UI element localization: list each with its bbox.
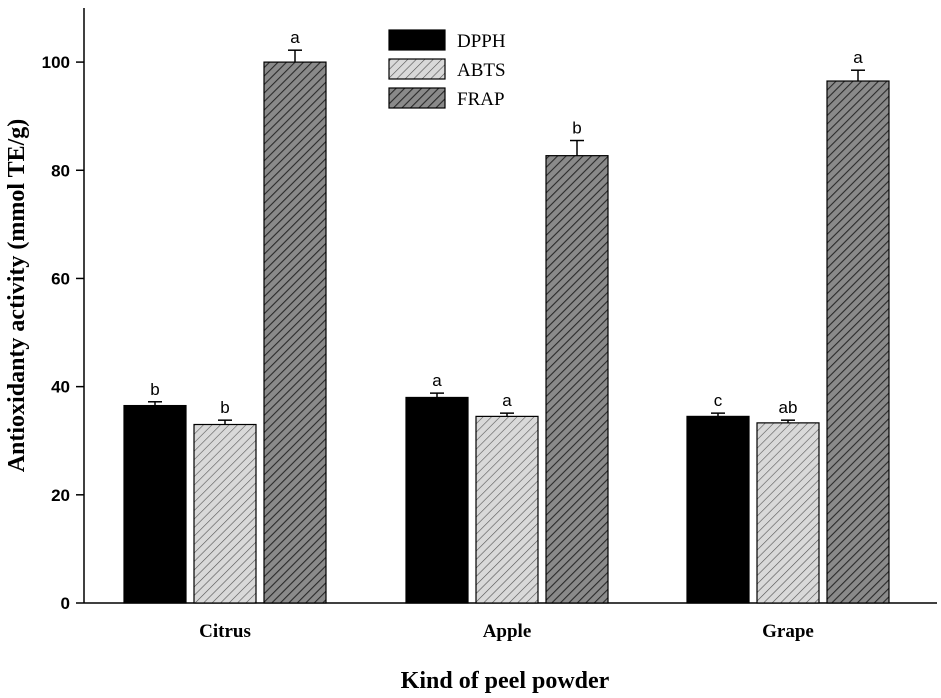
significance-label: a xyxy=(502,391,512,410)
legend-swatch-dpph xyxy=(388,29,446,51)
x-tick-label: Apple xyxy=(483,621,532,642)
significance-label: c xyxy=(714,391,723,410)
bar-frap-grape xyxy=(826,80,890,604)
bar-abts-apple xyxy=(475,415,539,604)
bar-dpph-grape xyxy=(686,415,750,604)
bar-frap-citrus xyxy=(263,61,327,604)
legend-label-dpph: DPPH xyxy=(457,31,506,52)
y-tick-label: 100 xyxy=(42,53,70,72)
y-tick-label: 0 xyxy=(61,594,70,613)
bar-dpph-apple xyxy=(405,396,469,604)
legend: DPPH ABTS FRAP xyxy=(388,29,506,110)
bar-frap-apple xyxy=(545,155,609,604)
significance-label: ab xyxy=(779,398,798,417)
legend-label-abts: ABTS xyxy=(457,60,506,81)
significance-label: b xyxy=(150,380,159,399)
significance-label: a xyxy=(853,48,863,67)
significance-label: b xyxy=(220,398,229,417)
y-tick-label: 20 xyxy=(51,486,70,505)
x-axis-title: Kind of peel powder xyxy=(401,668,610,694)
bar-abts-grape xyxy=(756,422,820,604)
bar-dpph-citrus xyxy=(123,404,187,604)
y-tick-label: 80 xyxy=(51,161,70,180)
significance-label: a xyxy=(432,371,442,390)
legend-label-frap: FRAP xyxy=(457,89,505,110)
x-tick-label: Grape xyxy=(762,621,814,642)
bar-abts-citrus xyxy=(193,423,257,604)
y-tick-label: 60 xyxy=(51,269,70,288)
x-tick-label: Citrus xyxy=(199,621,251,642)
significance-label: a xyxy=(290,28,300,47)
y-tick-label: 40 xyxy=(51,378,70,397)
y-axis-title: Antioxidanty activity (mmol TE/g) xyxy=(4,119,30,473)
significance-label: b xyxy=(572,119,581,138)
legend-swatch-abts xyxy=(388,58,446,80)
legend-swatch-frap xyxy=(388,87,446,109)
